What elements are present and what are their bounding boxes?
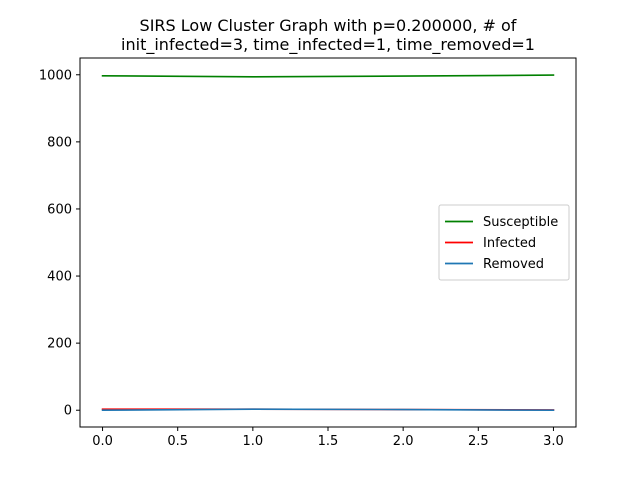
y-tick-label: 0 xyxy=(64,404,72,419)
y-tick-label: 800 xyxy=(47,135,72,150)
series-line-susceptible xyxy=(101,74,555,78)
x-tick-label: 0.5 xyxy=(167,434,188,449)
legend-box xyxy=(438,204,570,281)
legend-label-removed: Removed xyxy=(483,257,544,272)
chart-title-line-1: SIRS Low Cluster Graph with p=0.200000, … xyxy=(140,16,517,35)
x-tick-label: 1.5 xyxy=(318,434,339,449)
y-tick-label: 600 xyxy=(47,202,72,217)
y-tick-label: 1000 xyxy=(39,68,72,83)
legend-label-susceptible: Susceptible xyxy=(483,215,558,230)
x-tick-label: 0.0 xyxy=(92,434,113,449)
x-tick-label: 3.0 xyxy=(543,434,564,449)
legend: Susceptible Infected Removed xyxy=(438,204,570,281)
legend-label-infected: Infected xyxy=(483,236,536,251)
series-lines xyxy=(101,74,555,412)
chart-title-line-2: init_infected=3, time_infected=1, time_r… xyxy=(121,35,535,55)
y-tick-label: 400 xyxy=(47,270,72,285)
series-line-removed xyxy=(101,408,555,412)
y-tick-label: 200 xyxy=(47,337,72,352)
x-tick-label: 1.0 xyxy=(243,434,264,449)
x-tick-label: 2.5 xyxy=(468,434,489,449)
axes: 0.0 0.5 1.0 1.5 2.0 2.5 3.0 0 200 400 600 800 1000 xyxy=(39,57,577,449)
x-tick-label: 2.0 xyxy=(393,434,414,449)
